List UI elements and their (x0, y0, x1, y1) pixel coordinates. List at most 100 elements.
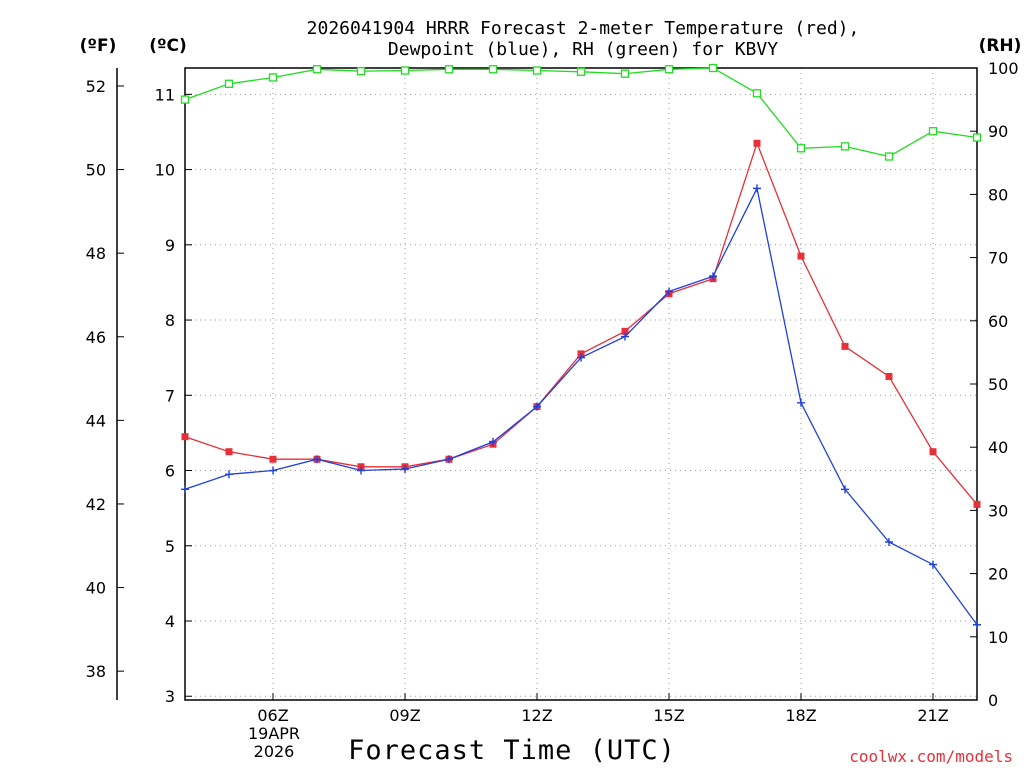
fahrenheit-tick-label: 42 (86, 495, 106, 514)
dewpoint-line (184, 186, 978, 626)
temperature-point (621, 327, 629, 335)
fahrenheit-tick-label: 40 (86, 579, 106, 598)
rh-tick-label: 60 (988, 312, 1008, 331)
rh-tick-label: 70 (988, 249, 1008, 268)
fahrenheit-tick-label: 46 (86, 328, 106, 347)
rh-point (928, 127, 938, 136)
temperature-point (797, 252, 805, 260)
rh-point (224, 79, 234, 88)
dewpoint-point (797, 398, 805, 407)
dewpoint-point (709, 272, 717, 281)
temperature-point (225, 448, 233, 456)
rh-tick-label: 100 (988, 59, 1019, 78)
temperature-line (184, 141, 978, 505)
fahrenheit-tick-label: 50 (86, 161, 106, 180)
celsius-axis: 3 4 5 6 7 8 9 10 11 (155, 85, 192, 706)
rh-tick-label: 20 (988, 565, 1008, 584)
rh-point (532, 66, 542, 75)
grid-lines (185, 68, 977, 700)
rh-point (620, 69, 630, 78)
rh-tick-label: 80 (988, 185, 1008, 204)
rh-tick-label: 50 (988, 375, 1008, 394)
temperature-point (929, 448, 937, 456)
rh-point (752, 89, 762, 98)
temperature-point (973, 500, 981, 508)
rh-tick-label: 90 (988, 122, 1008, 141)
x-axis-label: Forecast Time (UTC) (348, 735, 676, 766)
dewpoint-point (973, 620, 981, 629)
plot-frame (184, 67, 978, 701)
rh-unit-label: (RH) (979, 36, 1022, 56)
rh-point (840, 142, 850, 151)
celsius-tick-label: 9 (165, 236, 175, 255)
rh-axis: 0 10 20 30 40 50 60 70 80 90 100 (970, 59, 1019, 710)
rh-tick-label: 30 (988, 501, 1008, 520)
rh-point (884, 152, 894, 161)
date-label-day: 19APR (248, 724, 300, 743)
rh-point (356, 67, 366, 76)
rh-point (488, 65, 498, 74)
rh-point (268, 73, 278, 82)
dewpoint-point (401, 465, 409, 474)
dewpoint-point (357, 466, 365, 475)
dewpoint-point (269, 466, 277, 475)
celsius-tick-label: 3 (165, 687, 175, 706)
dewpoint-point (533, 402, 541, 411)
temperature-point (181, 433, 189, 441)
celsius-tick-label: 10 (155, 161, 175, 180)
temperature-point (841, 342, 849, 350)
rh-tick-label: 0 (988, 691, 998, 710)
rh-point (972, 133, 982, 142)
fahrenheit-tick-label: 52 (86, 77, 106, 96)
celsius-tick-label: 8 (165, 311, 175, 330)
temperature-point (753, 139, 761, 147)
celsius-tick-label: 5 (165, 537, 175, 556)
celsius-tick-label: 7 (165, 386, 175, 405)
celsius-tick-label: 6 (165, 462, 175, 481)
time-tick-label: 12Z (521, 706, 552, 725)
dewpoint-point (445, 455, 453, 464)
dewpoint-point (841, 485, 849, 494)
dewpoint-point (665, 287, 673, 296)
credit-label: coolwx.com/models (849, 747, 1013, 766)
rh-point (708, 63, 718, 73)
time-axis: 06Z 09Z 12Z 15Z 18Z 21Z (257, 693, 949, 725)
chart-title-line1: 2026041904 HRRR Forecast 2-meter Tempera… (307, 18, 860, 39)
rh-point (576, 67, 586, 76)
celsius-unit-label: (ºC) (149, 36, 187, 56)
rh-line (184, 67, 978, 158)
dewpoint-point (577, 353, 585, 362)
rh-tick-label: 40 (988, 438, 1008, 457)
celsius-tick-label: 4 (165, 612, 175, 631)
temperature-point (269, 455, 277, 463)
fahrenheit-unit-label: (ºF) (80, 36, 117, 56)
fahrenheit-axis: 38 40 42 44 46 48 50 52 (86, 77, 124, 681)
dewpoint-point (885, 538, 893, 546)
rh-point (180, 95, 190, 104)
chart-title-line2: Dewpoint (blue), RH (green) for KBVY (388, 39, 778, 60)
fahrenheit-tick-label: 44 (86, 411, 106, 430)
rh-tick-label: 10 (988, 628, 1008, 647)
dewpoint-point (225, 470, 233, 479)
time-tick-label: 18Z (785, 706, 816, 725)
rh-point (664, 65, 674, 74)
fahrenheit-tick-label: 38 (86, 662, 106, 681)
dewpoint-point (621, 332, 629, 341)
temperature-point (885, 372, 893, 380)
time-tick-label: 06Z (257, 706, 288, 725)
dewpoint-point (489, 437, 497, 446)
series-layer (180, 63, 982, 629)
dewpoint-point (929, 560, 937, 569)
rh-point (400, 66, 410, 75)
rh-point (444, 65, 454, 74)
celsius-tick-label: 11 (155, 85, 175, 104)
time-tick-label: 15Z (653, 706, 684, 725)
rh-point (796, 144, 806, 153)
dewpoint-point (753, 184, 761, 193)
fahrenheit-tick-label: 48 (86, 244, 106, 263)
date-label-year: 2026 (254, 742, 295, 761)
dewpoint-point (181, 485, 189, 494)
dewpoint-point (313, 455, 321, 464)
rh-point (312, 65, 322, 74)
time-tick-label: 09Z (389, 706, 420, 725)
